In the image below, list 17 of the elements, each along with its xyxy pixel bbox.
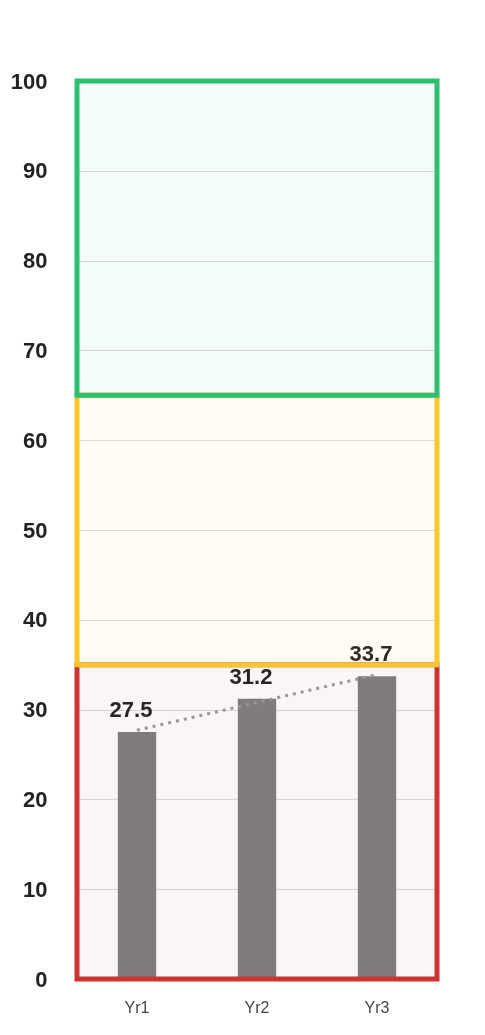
x-tick-label: Yr2 <box>244 998 270 1016</box>
y-tick-label: 30 <box>23 697 48 723</box>
x-tick-label: Yr3 <box>364 998 390 1016</box>
y-tick-label: 0 <box>35 966 48 992</box>
data-label: 31.2 <box>229 663 273 689</box>
y-tick-label: 80 <box>23 248 48 274</box>
data-label: 33.7 <box>349 641 393 667</box>
y-tick-label: 100 <box>10 68 48 94</box>
y-tick-label: 40 <box>23 607 48 633</box>
x-tick-label: Yr1 <box>124 998 150 1016</box>
y-tick-label: 10 <box>23 876 48 902</box>
data-label: 27.5 <box>109 697 153 723</box>
y-tick-label: 60 <box>23 427 48 453</box>
y-tick-label: 70 <box>23 337 48 363</box>
y-tick-label: 90 <box>23 158 48 184</box>
y-tick-label: 50 <box>23 517 48 543</box>
y-tick-label: 20 <box>23 786 48 812</box>
